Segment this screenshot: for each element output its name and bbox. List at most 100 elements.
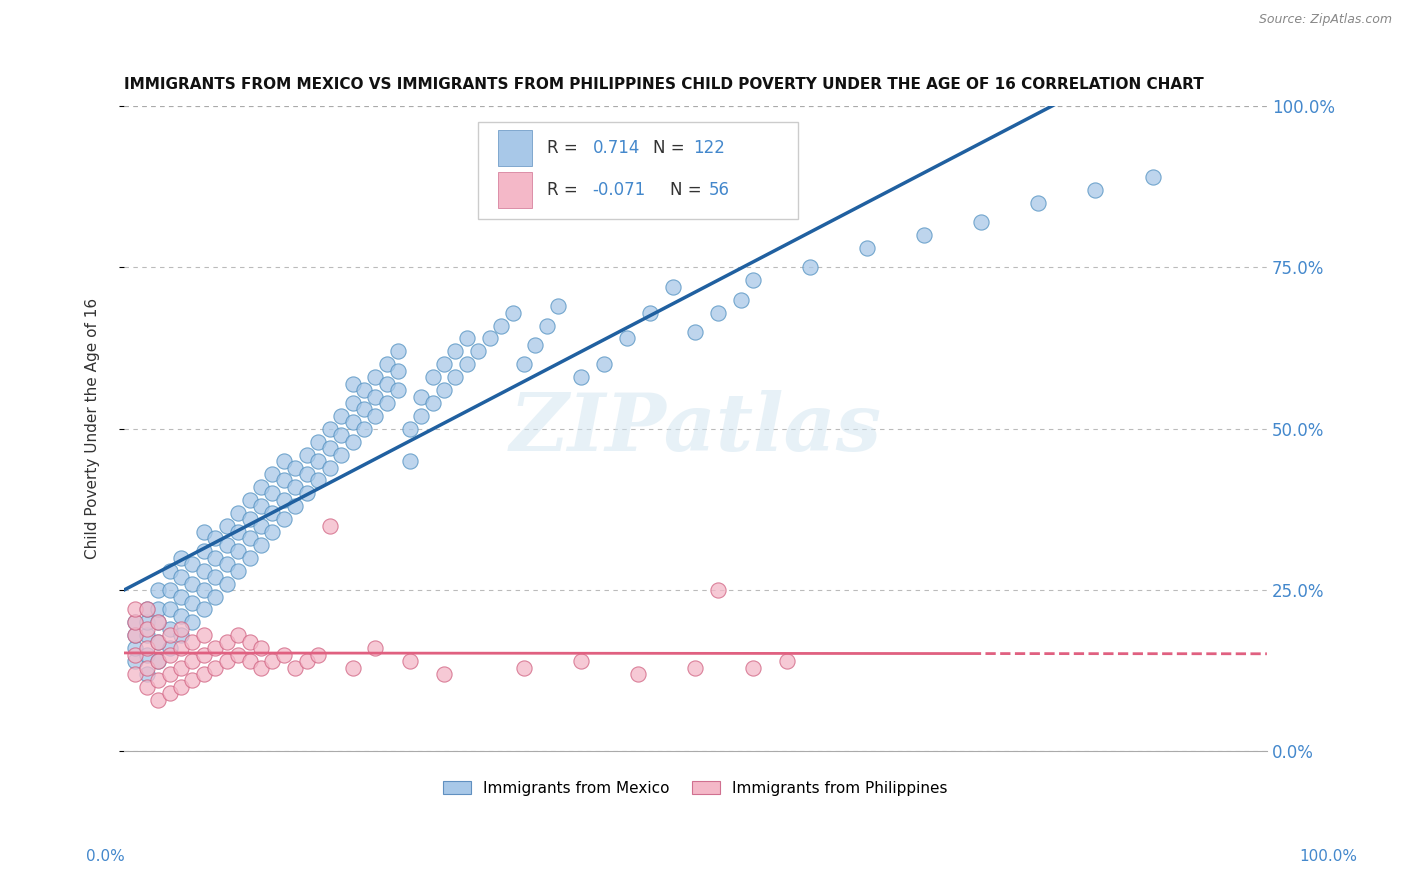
Point [135, 680, 157, 694]
Text: N =: N = [671, 181, 702, 199]
Point [422, 370, 444, 384]
Text: IMMIGRANTS FROM MEXICO VS IMMIGRANTS FROM PHILIPPINES CHILD POVERTY UNDER THE AG: IMMIGRANTS FROM MEXICO VS IMMIGRANTS FRO… [124, 78, 1204, 93]
Point [318, 441, 340, 455]
Point [250, 500, 273, 514]
Point [638, 305, 661, 319]
Point [159, 602, 181, 616]
Point [342, 396, 364, 410]
Point [170, 622, 193, 636]
Point [409, 390, 432, 404]
Point [159, 648, 181, 662]
Point [181, 615, 204, 630]
Point [273, 492, 295, 507]
Text: Source: ZipAtlas.com: Source: ZipAtlas.com [1258, 13, 1392, 27]
FancyBboxPatch shape [478, 122, 799, 219]
Point [124, 648, 146, 662]
Point [569, 370, 592, 384]
Point [148, 634, 170, 648]
Point [204, 550, 226, 565]
Point [330, 428, 353, 442]
Point [215, 558, 238, 572]
Point [170, 609, 193, 624]
Point [547, 299, 569, 313]
Point [181, 634, 204, 648]
Point [170, 680, 193, 694]
Point [284, 480, 307, 494]
Point [170, 641, 193, 656]
Point [342, 376, 364, 391]
Text: R =: R = [547, 181, 578, 199]
Point [478, 331, 501, 345]
Point [318, 518, 340, 533]
Point [204, 660, 226, 674]
Point [124, 667, 146, 681]
Point [284, 660, 307, 674]
Point [273, 474, 295, 488]
Text: 56: 56 [709, 181, 730, 199]
Point [262, 506, 284, 520]
Point [799, 260, 821, 275]
Point [135, 667, 157, 681]
Point [226, 648, 249, 662]
Point [353, 383, 375, 397]
Point [513, 660, 536, 674]
Point [124, 628, 146, 642]
Point [170, 628, 193, 642]
Point [204, 570, 226, 584]
Point [284, 460, 307, 475]
Point [226, 506, 249, 520]
Point [273, 454, 295, 468]
Point [193, 524, 215, 539]
Point [193, 564, 215, 578]
Point [375, 357, 398, 371]
Point [536, 318, 558, 333]
Point [502, 305, 524, 319]
Point [707, 305, 730, 319]
Point [250, 518, 273, 533]
Point [307, 648, 329, 662]
Legend: Immigrants from Mexico, Immigrants from Philippines: Immigrants from Mexico, Immigrants from … [437, 774, 953, 802]
Text: ZIPatlas: ZIPatlas [509, 390, 882, 467]
Point [204, 532, 226, 546]
Point [148, 673, 170, 688]
Point [364, 390, 387, 404]
Point [181, 576, 204, 591]
Point [159, 622, 181, 636]
Point [181, 673, 204, 688]
Point [342, 415, 364, 429]
Point [170, 570, 193, 584]
Point [375, 376, 398, 391]
Point [239, 512, 262, 526]
Point [1026, 195, 1049, 210]
Point [398, 654, 420, 668]
Point [616, 331, 638, 345]
Point [148, 615, 170, 630]
Point [170, 550, 193, 565]
Text: 0.0%: 0.0% [86, 849, 125, 864]
Point [250, 480, 273, 494]
Point [135, 622, 157, 636]
Point [444, 344, 467, 359]
Point [135, 628, 157, 642]
Point [239, 532, 262, 546]
Point [318, 422, 340, 436]
Point [181, 654, 204, 668]
Point [433, 667, 456, 681]
Point [307, 474, 329, 488]
Point [262, 524, 284, 539]
Point [204, 590, 226, 604]
Point [250, 538, 273, 552]
Text: 0.714: 0.714 [592, 139, 640, 157]
Point [444, 370, 467, 384]
Point [627, 667, 650, 681]
Point [593, 357, 616, 371]
Point [398, 454, 420, 468]
Point [387, 383, 409, 397]
Point [776, 654, 799, 668]
Point [159, 641, 181, 656]
Point [170, 590, 193, 604]
Point [124, 602, 146, 616]
Point [398, 422, 420, 436]
Point [148, 602, 170, 616]
Point [148, 583, 170, 598]
